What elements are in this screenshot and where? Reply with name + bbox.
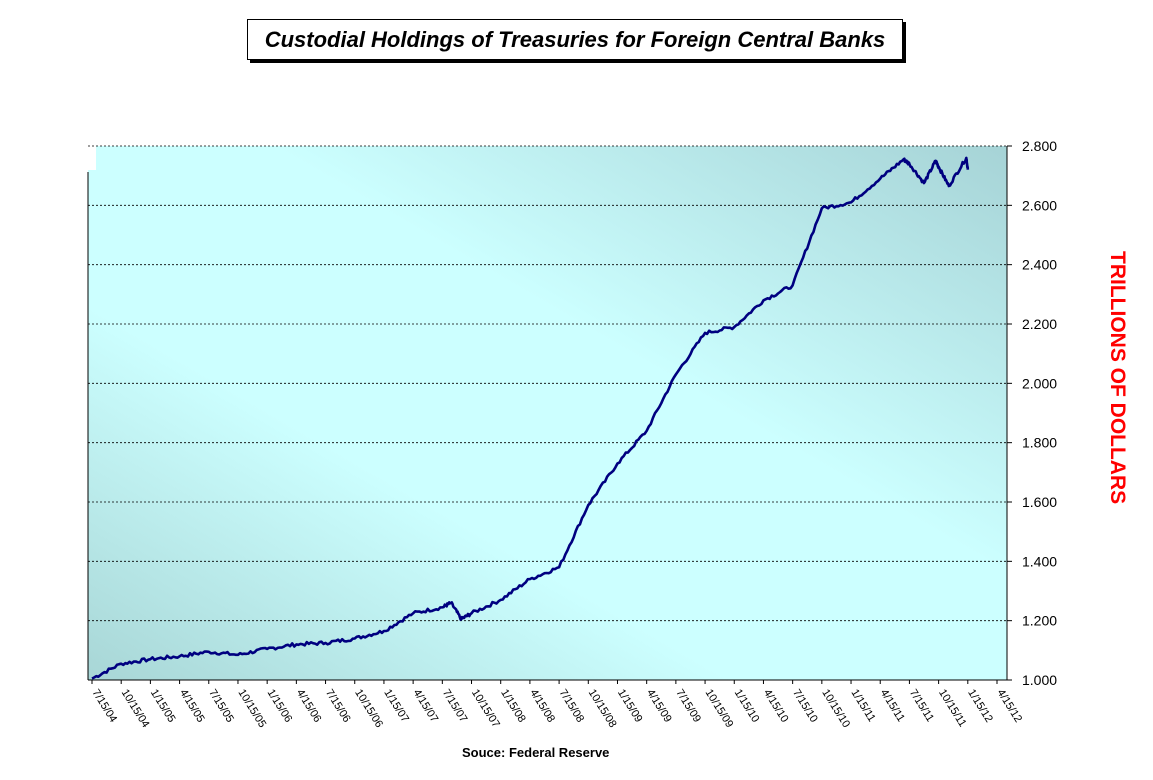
x-tick-label: 7/15/08 — [557, 687, 587, 724]
x-tick-label: 1/15/06 — [265, 687, 295, 724]
x-tick-label: 4/15/11 — [878, 687, 907, 724]
x-tick-label: 4/15/09 — [644, 687, 674, 724]
y-tick-labels: 1.000 1.200 1.400 1.600 1.800 2.000 2.200 2.400… — [1007, 138, 1057, 688]
x-tick-label: 4/15/07 — [411, 687, 441, 724]
x-tick-label: 1/15/07 — [381, 687, 411, 724]
x-tick-label: 10/15/07 — [469, 687, 502, 730]
source-note: Souce: Federal Reserve — [462, 745, 610, 760]
y-tick-label: 1.800 — [1022, 435, 1057, 451]
plot-area — [88, 146, 1007, 680]
x-tick-label: 1/15/08 — [498, 687, 528, 724]
x-tick-label: 4/15/05 — [177, 687, 207, 724]
x-tick-label: 4/15/10 — [761, 687, 791, 724]
series-line — [91, 156, 970, 680]
y-tick-label: 1.400 — [1022, 553, 1057, 569]
x-tick-label: 10/15/04 — [119, 687, 152, 730]
plot-area-notch — [80, 146, 96, 170]
y-tick-label: 2.600 — [1022, 197, 1057, 213]
chart-title: Custodial Holdings of Treasuries for For… — [247, 19, 903, 60]
x-tick-label: 4/15/12 — [994, 687, 1024, 724]
x-tick-label: 10/15/10 — [819, 687, 852, 730]
x-tick-label: 4/15/06 — [294, 687, 324, 724]
x-tick-label: 1/15/10 — [732, 687, 762, 724]
x-tick-label: 10/15/09 — [703, 687, 736, 730]
x-tick-label: 7/15/09 — [673, 687, 703, 724]
x-tick-labels: 7/15/04 10/15/041/15/05 4/15/05 7/15/05 10/1… — [89, 680, 1024, 730]
x-tick-label: 7/15/05 — [206, 687, 236, 724]
x-tick-label: 7/15/11 — [907, 687, 936, 724]
x-tick-label: 1/15/12 — [965, 687, 995, 724]
x-tick-label: 10/15/11 — [936, 687, 968, 729]
y-tick-label: 1.000 — [1022, 672, 1057, 688]
x-tick-label: 1/15/05 — [148, 687, 178, 724]
x-tick-label: 1/15/11 — [848, 687, 877, 724]
y-tick-label: 1.200 — [1022, 613, 1057, 629]
y-tick-label: 1.600 — [1022, 494, 1057, 510]
y-tick-label: 2.000 — [1022, 375, 1057, 391]
x-tick-label: 7/15/07 — [440, 687, 470, 724]
x-tick-label: 7/15/04 — [89, 687, 119, 724]
y-tick-label: 2.800 — [1022, 138, 1057, 154]
x-tick-label: 7/15/06 — [323, 687, 353, 724]
y-axis-label: TRILLIONS OF DOLLARS — [1106, 251, 1129, 505]
y-tick-label: 2.400 — [1022, 257, 1057, 273]
x-tick-label: 10/15/06 — [352, 687, 385, 730]
y-tick-label: 2.200 — [1022, 316, 1057, 332]
x-tick-label: 7/15/10 — [790, 687, 820, 724]
x-tick-label: 10/15/05 — [235, 687, 268, 730]
x-tick-label: 1/15/09 — [615, 687, 645, 724]
x-tick-label: 4/15/08 — [527, 687, 557, 724]
gridlines — [88, 145, 1007, 622]
x-tick-label: 10/15/08 — [586, 687, 619, 730]
